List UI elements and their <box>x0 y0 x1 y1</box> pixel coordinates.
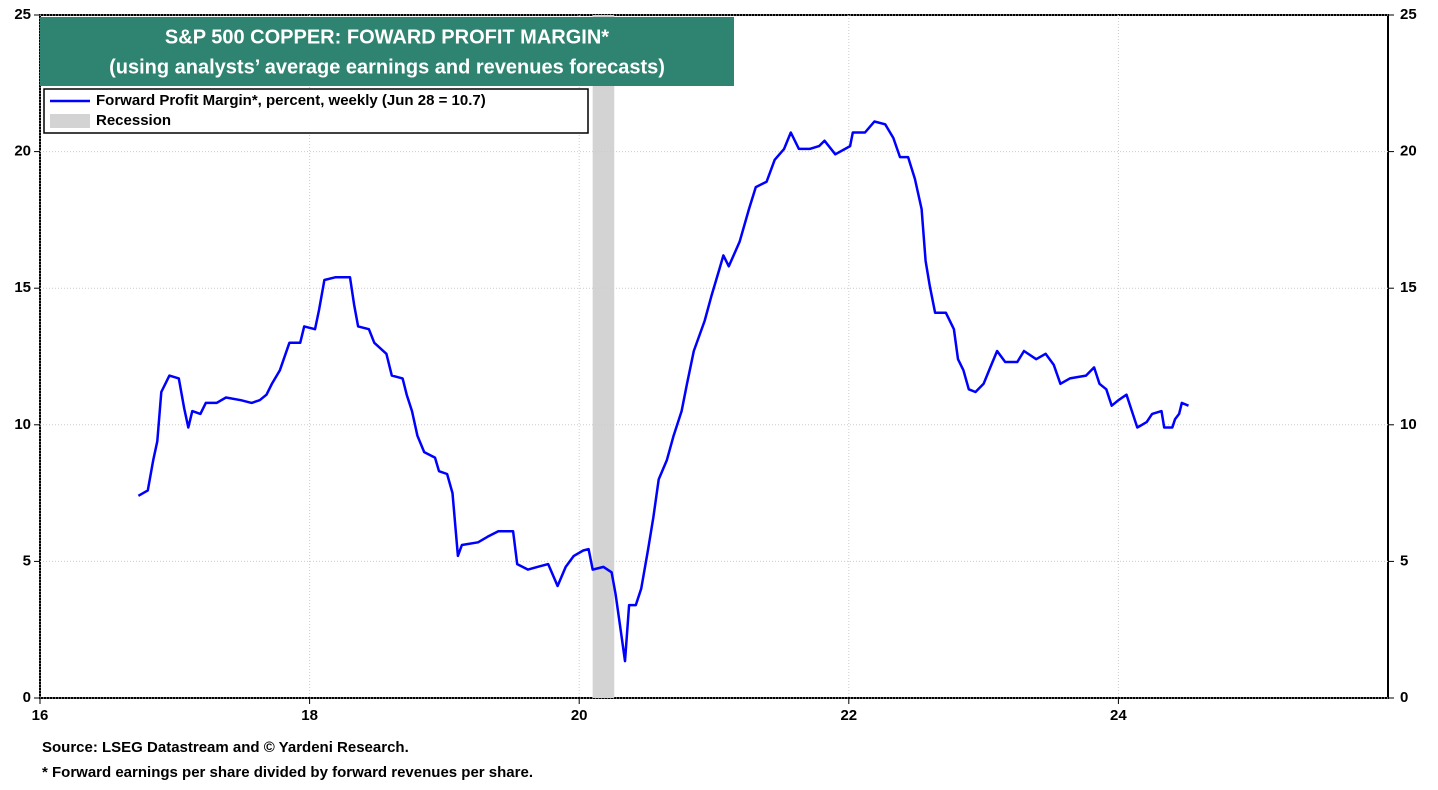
legend-label: Forward Profit Margin*, percent, weekly … <box>96 92 486 109</box>
y-tick-label: 20 <box>14 143 31 160</box>
y2-tick-label: 20 <box>1400 143 1417 160</box>
title-box <box>40 17 734 86</box>
y2-tick-label: 0 <box>1400 689 1408 706</box>
recession-band <box>592 15 615 698</box>
y-tick-label: 0 <box>23 689 31 706</box>
y2-tick-label: 5 <box>1400 552 1408 569</box>
y-tick-label: 10 <box>14 416 31 433</box>
x-tick-label: 24 <box>1110 707 1127 724</box>
x-tick-label: 16 <box>32 707 49 724</box>
footnote: * Forward earnings per share divided by … <box>42 764 533 781</box>
chart-subtitle: (using analysts’ average earnings and re… <box>109 56 665 78</box>
legend-label: Recession <box>96 112 171 129</box>
legend-swatch <box>50 114 90 128</box>
x-tick-label: 20 <box>571 707 588 724</box>
y2-tick-label: 25 <box>1400 6 1417 23</box>
y-tick-label: 15 <box>14 279 31 296</box>
source-note: Source: LSEG Datastream and © Yardeni Re… <box>42 739 409 756</box>
y2-tick-label: 15 <box>1400 279 1417 296</box>
y-tick-label: 25 <box>14 6 31 23</box>
plot-frame <box>39 14 1389 699</box>
data-line <box>137 120 1189 663</box>
legend-box <box>43 88 589 134</box>
y2-tick-label: 10 <box>1400 416 1417 433</box>
x-tick-label: 22 <box>840 707 857 724</box>
y-tick-label: 5 <box>23 552 31 569</box>
chart-title: S&P 500 COPPER: FOWARD PROFIT MARGIN* <box>165 26 609 48</box>
x-tick-label: 18 <box>301 707 318 724</box>
